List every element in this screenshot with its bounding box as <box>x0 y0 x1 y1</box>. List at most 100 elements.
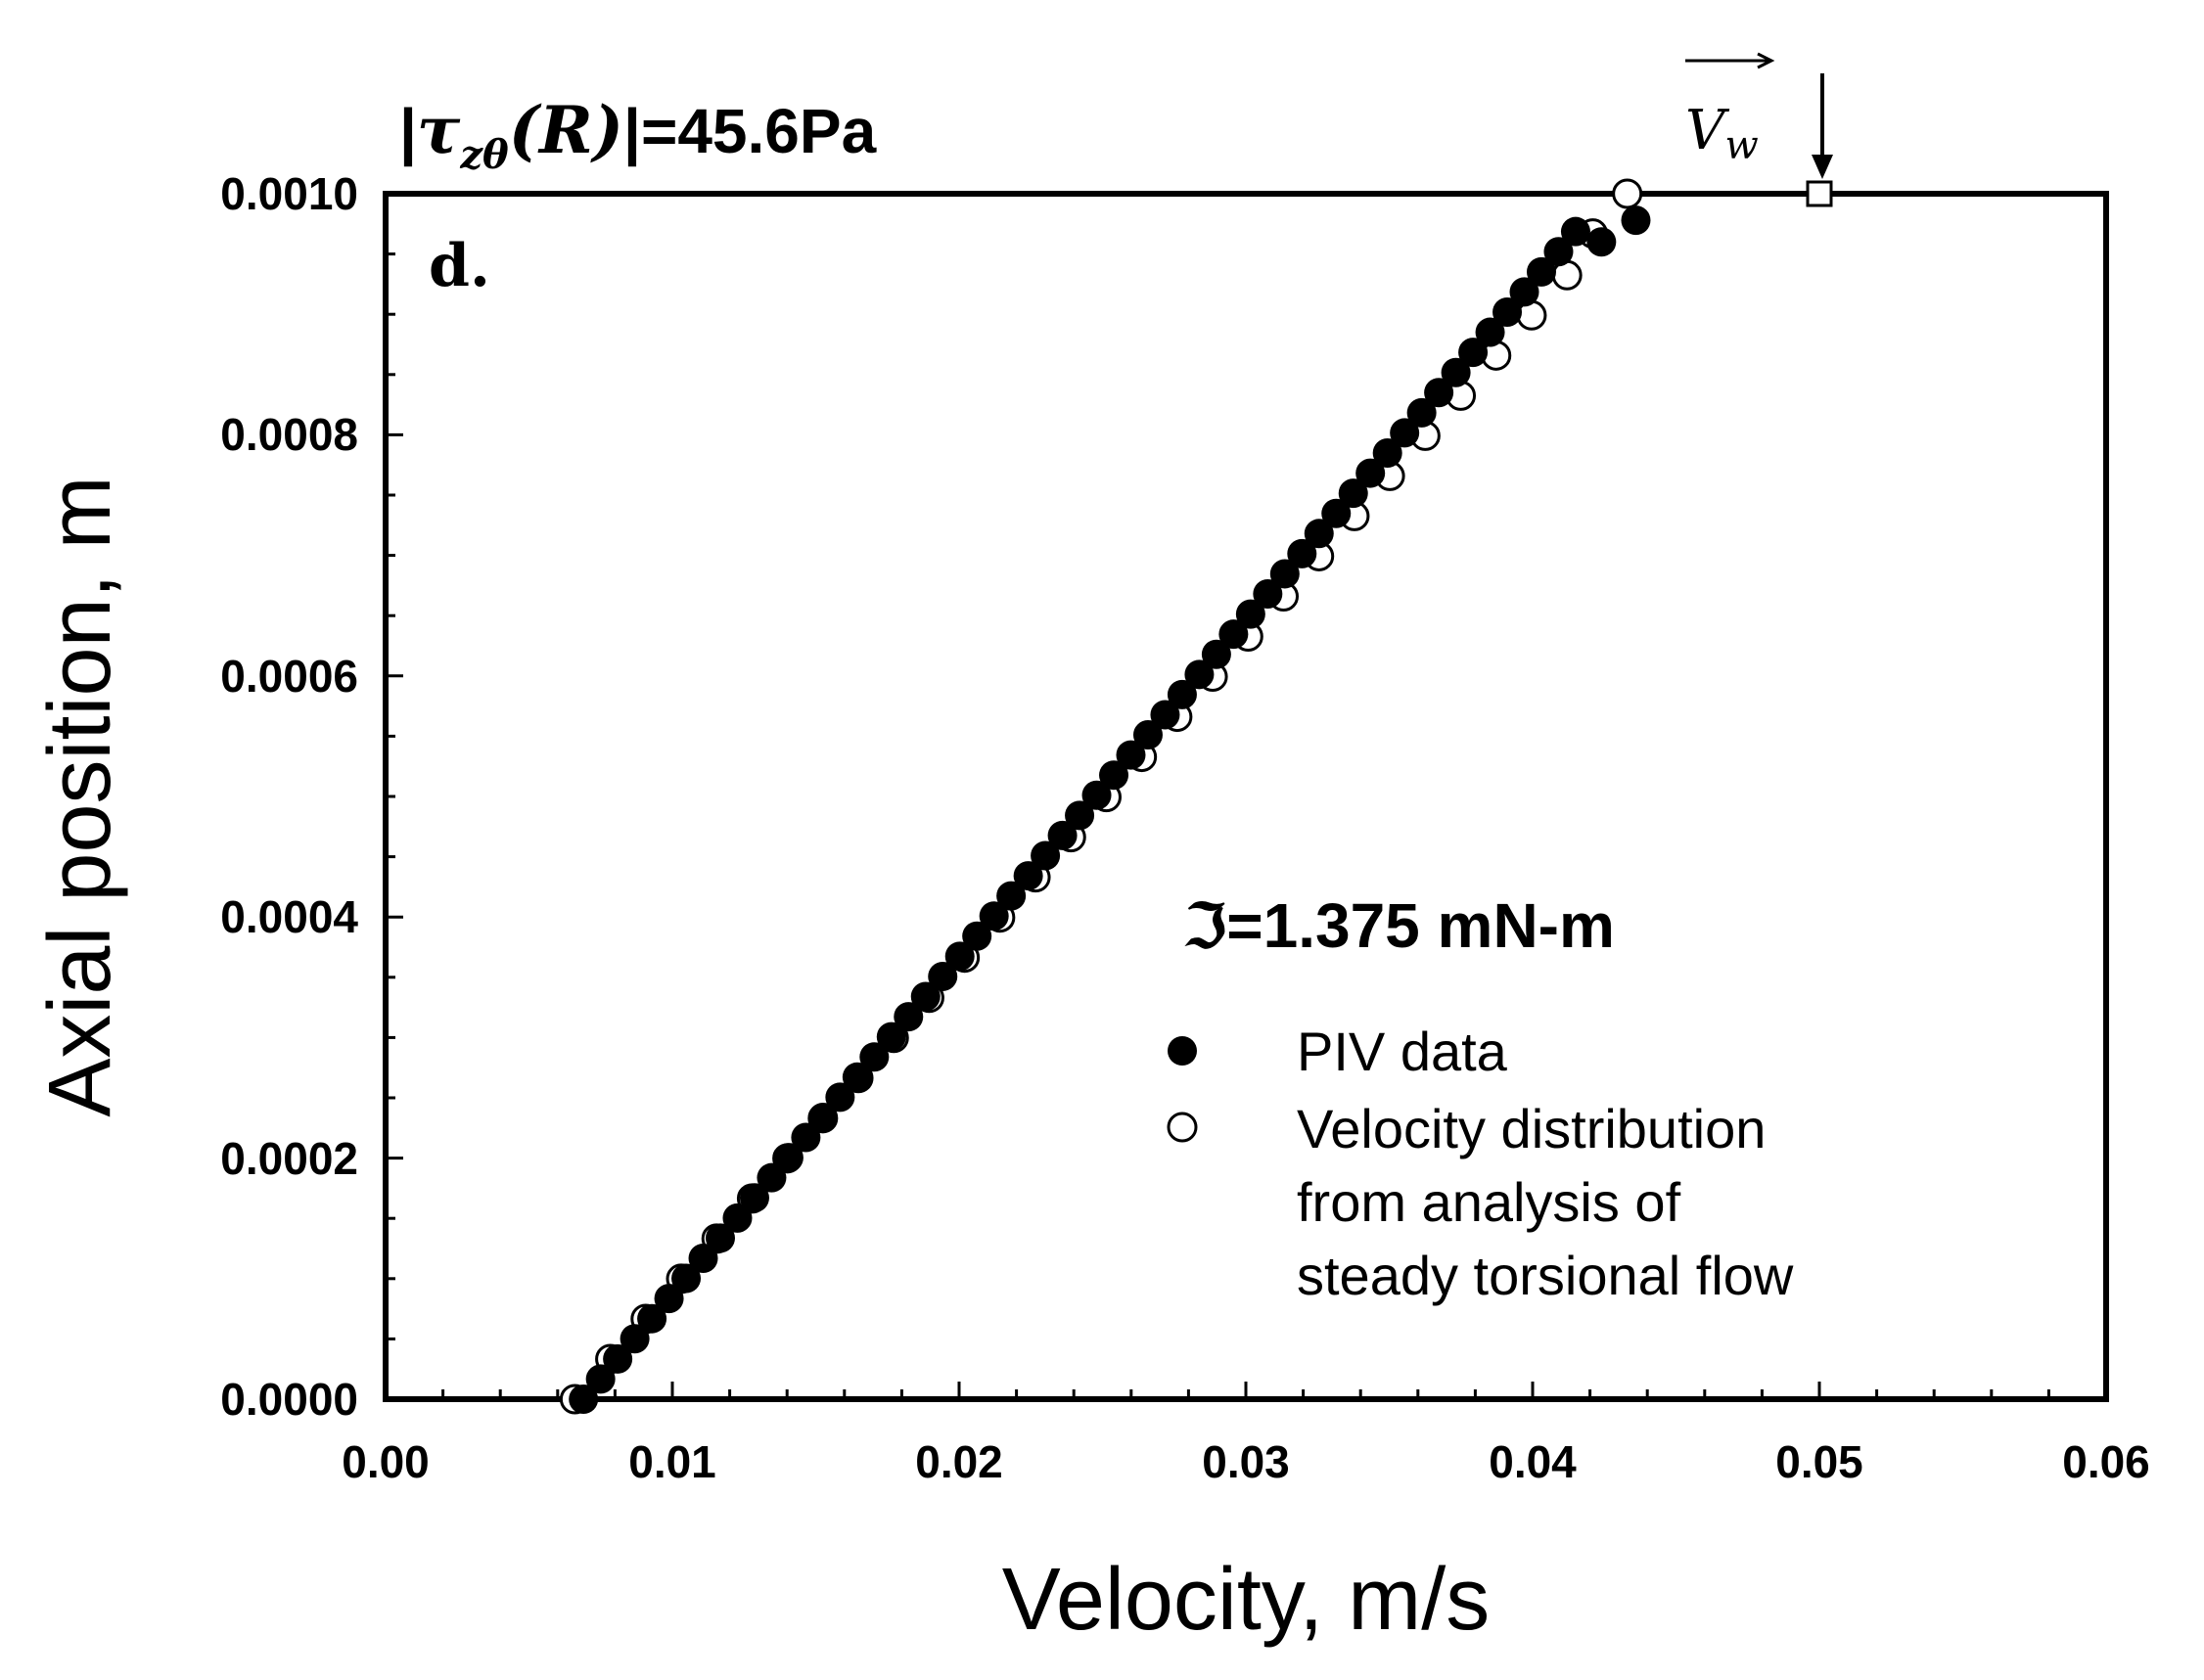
x-tick-label: 0.03 <box>1202 1436 1290 1487</box>
axis-ticks <box>384 192 2108 1401</box>
y-tick-label: 0.0006 <box>220 651 358 702</box>
panel-label: d. <box>429 232 490 300</box>
data-point-piv <box>1621 205 1651 236</box>
wall-velocity-label: Vw <box>1685 99 1759 168</box>
data-point-piv <box>1321 498 1352 528</box>
data-point-piv <box>1065 800 1095 831</box>
data-point-piv <box>1201 639 1231 669</box>
data-point-piv <box>1184 659 1215 690</box>
data-point-model <box>1612 178 1643 209</box>
data-point-piv <box>791 1122 821 1153</box>
data-point-piv <box>569 1385 599 1414</box>
data-point-piv <box>928 961 958 991</box>
data-point-piv <box>1304 519 1334 549</box>
data-point-piv <box>620 1324 650 1354</box>
series-piv <box>569 205 1651 1414</box>
torque-label: ℑ=1.375 mN-m <box>1184 890 1615 962</box>
data-point-piv <box>688 1243 718 1273</box>
wall-velocity-annotation: Vw <box>1685 52 1833 207</box>
data-point-piv <box>1099 760 1129 791</box>
stress-prefix: | <box>399 96 417 167</box>
data-point-piv <box>1355 458 1386 488</box>
data-point-piv <box>1132 720 1163 750</box>
data-point-piv <box>1047 820 1078 850</box>
down-arrow-head <box>1812 155 1833 179</box>
data-point-piv <box>603 1343 633 1374</box>
legend-label: Velocity distribution <box>1297 1098 1766 1159</box>
data-point-piv <box>979 901 1009 931</box>
stress-arg: (R) <box>509 92 623 168</box>
data-point-piv <box>706 1223 736 1253</box>
y-tick-labels: 0.0000 0.0002 0.0004 0.0006 0.0008 0.001… <box>220 168 358 1425</box>
data-point-piv <box>757 1162 787 1193</box>
data-point-piv <box>722 1203 753 1233</box>
x-tick-label: 0.01 <box>628 1436 716 1487</box>
stress-annotation: |τzθ(R)|=45.6Pa <box>399 92 877 178</box>
data-point-piv <box>1253 579 1283 610</box>
y-axis-title: Axial position, m <box>31 476 129 1116</box>
data-point-piv <box>842 1062 872 1092</box>
data-point-piv <box>1150 700 1180 730</box>
data-point-piv <box>1526 256 1556 287</box>
data-point-piv <box>1218 619 1249 650</box>
data-point-piv <box>1543 237 1574 267</box>
legend-marker-filled <box>1168 1036 1197 1066</box>
data-point-piv <box>1338 478 1368 509</box>
data-point-piv <box>1475 317 1505 347</box>
data-point-piv <box>671 1263 702 1294</box>
data-point-piv <box>585 1364 616 1394</box>
data-point-piv <box>739 1183 769 1213</box>
x-tick-label: 0.00 <box>342 1436 430 1487</box>
data-point-piv <box>1586 227 1617 257</box>
y-tick-label: 0.0008 <box>220 409 358 460</box>
data-point-piv <box>1424 378 1454 408</box>
data-point-piv <box>996 881 1027 911</box>
legend-label: PIV data <box>1297 1021 1508 1082</box>
data-point-piv <box>1081 780 1112 810</box>
data-point-piv <box>962 921 992 951</box>
x-tick-label: 0.05 <box>1775 1436 1863 1487</box>
stress-suffix: |=45.6Pa <box>623 96 877 167</box>
data-point-piv <box>654 1284 684 1314</box>
data-point-piv <box>1458 338 1489 368</box>
y-tick-label: 0.0000 <box>220 1374 358 1425</box>
data-point-piv <box>1013 861 1043 891</box>
legend-label: steady torsional flow <box>1297 1245 1794 1306</box>
stress-subscript: zθ <box>459 132 509 178</box>
data-point-piv <box>894 1002 924 1032</box>
x-tick-labels: 0.00 0.01 0.02 0.03 0.04 0.05 0.06 <box>342 1436 2150 1487</box>
x-axis-title: Velocity, m/s <box>1002 1551 1490 1649</box>
data-point-piv <box>1406 397 1437 428</box>
data-point-piv <box>1287 538 1317 568</box>
wall-velocity-symbol: V <box>1685 99 1730 162</box>
data-point-piv <box>637 1303 667 1334</box>
y-tick-label: 0.0002 <box>220 1133 358 1184</box>
y-tick-label: 0.0004 <box>220 891 358 942</box>
data-point-piv <box>825 1082 855 1112</box>
x-tick-label: 0.04 <box>1489 1436 1577 1487</box>
data-point-piv <box>1031 840 1061 871</box>
data-point-piv <box>1509 277 1539 307</box>
data-point-piv <box>910 981 941 1012</box>
data-point-piv <box>1269 559 1300 589</box>
legend-label: from analysis of <box>1297 1171 1681 1233</box>
data-point-piv <box>1492 296 1523 327</box>
x-tick-label: 0.06 <box>2062 1436 2150 1487</box>
data-point-piv <box>1235 599 1265 629</box>
data-point-piv <box>1390 418 1420 448</box>
vector-arrowhead <box>1757 52 1775 69</box>
torque-symbol: ℑ <box>1184 890 1226 962</box>
data-point-piv <box>1372 438 1402 469</box>
stress-symbol: τ <box>417 92 461 168</box>
legend-marker-open <box>1167 1112 1198 1143</box>
data-point-piv <box>773 1143 804 1173</box>
plot-frame <box>383 191 2109 1402</box>
data-point-piv <box>1167 679 1197 709</box>
legend: PIV data Velocity distribution from anal… <box>1167 1021 1794 1306</box>
data-point-piv <box>1116 740 1146 770</box>
x-tick-label: 0.02 <box>915 1436 1003 1487</box>
torque-text: =1.375 mN-m <box>1226 890 1615 961</box>
data-point-piv <box>1441 357 1471 387</box>
data-point-piv <box>876 1022 906 1052</box>
